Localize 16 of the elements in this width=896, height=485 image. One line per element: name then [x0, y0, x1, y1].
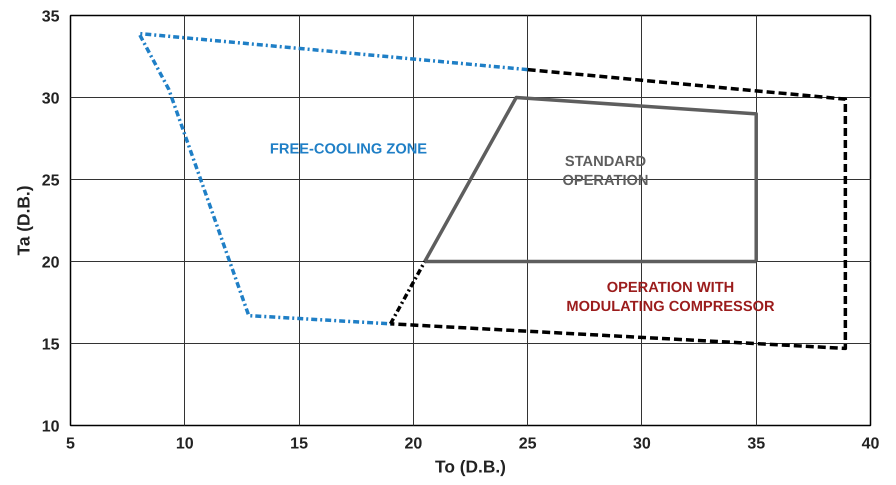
- y-tick-label: 35: [42, 8, 60, 26]
- y-tick-label: 25: [42, 172, 60, 190]
- x-tick-label: 40: [862, 436, 880, 452]
- x-tick-label: 30: [633, 436, 651, 452]
- y-tick-label: 15: [42, 336, 60, 354]
- x-tick-label: 20: [404, 436, 422, 452]
- x-tick-label: 10: [176, 436, 194, 452]
- x-tick-label: 35: [747, 436, 766, 452]
- y-tick-label: 10: [42, 418, 60, 436]
- x-tick-label: 5: [66, 436, 76, 452]
- x-tick-label: 25: [518, 436, 537, 452]
- x-tick-label: 15: [290, 436, 308, 452]
- y-tick-label: 30: [42, 90, 60, 108]
- x-axis-title: To (D.B.): [435, 456, 506, 476]
- y-tick-label: 20: [42, 254, 60, 272]
- y-axis-title: Ta (D.B.): [14, 186, 34, 256]
